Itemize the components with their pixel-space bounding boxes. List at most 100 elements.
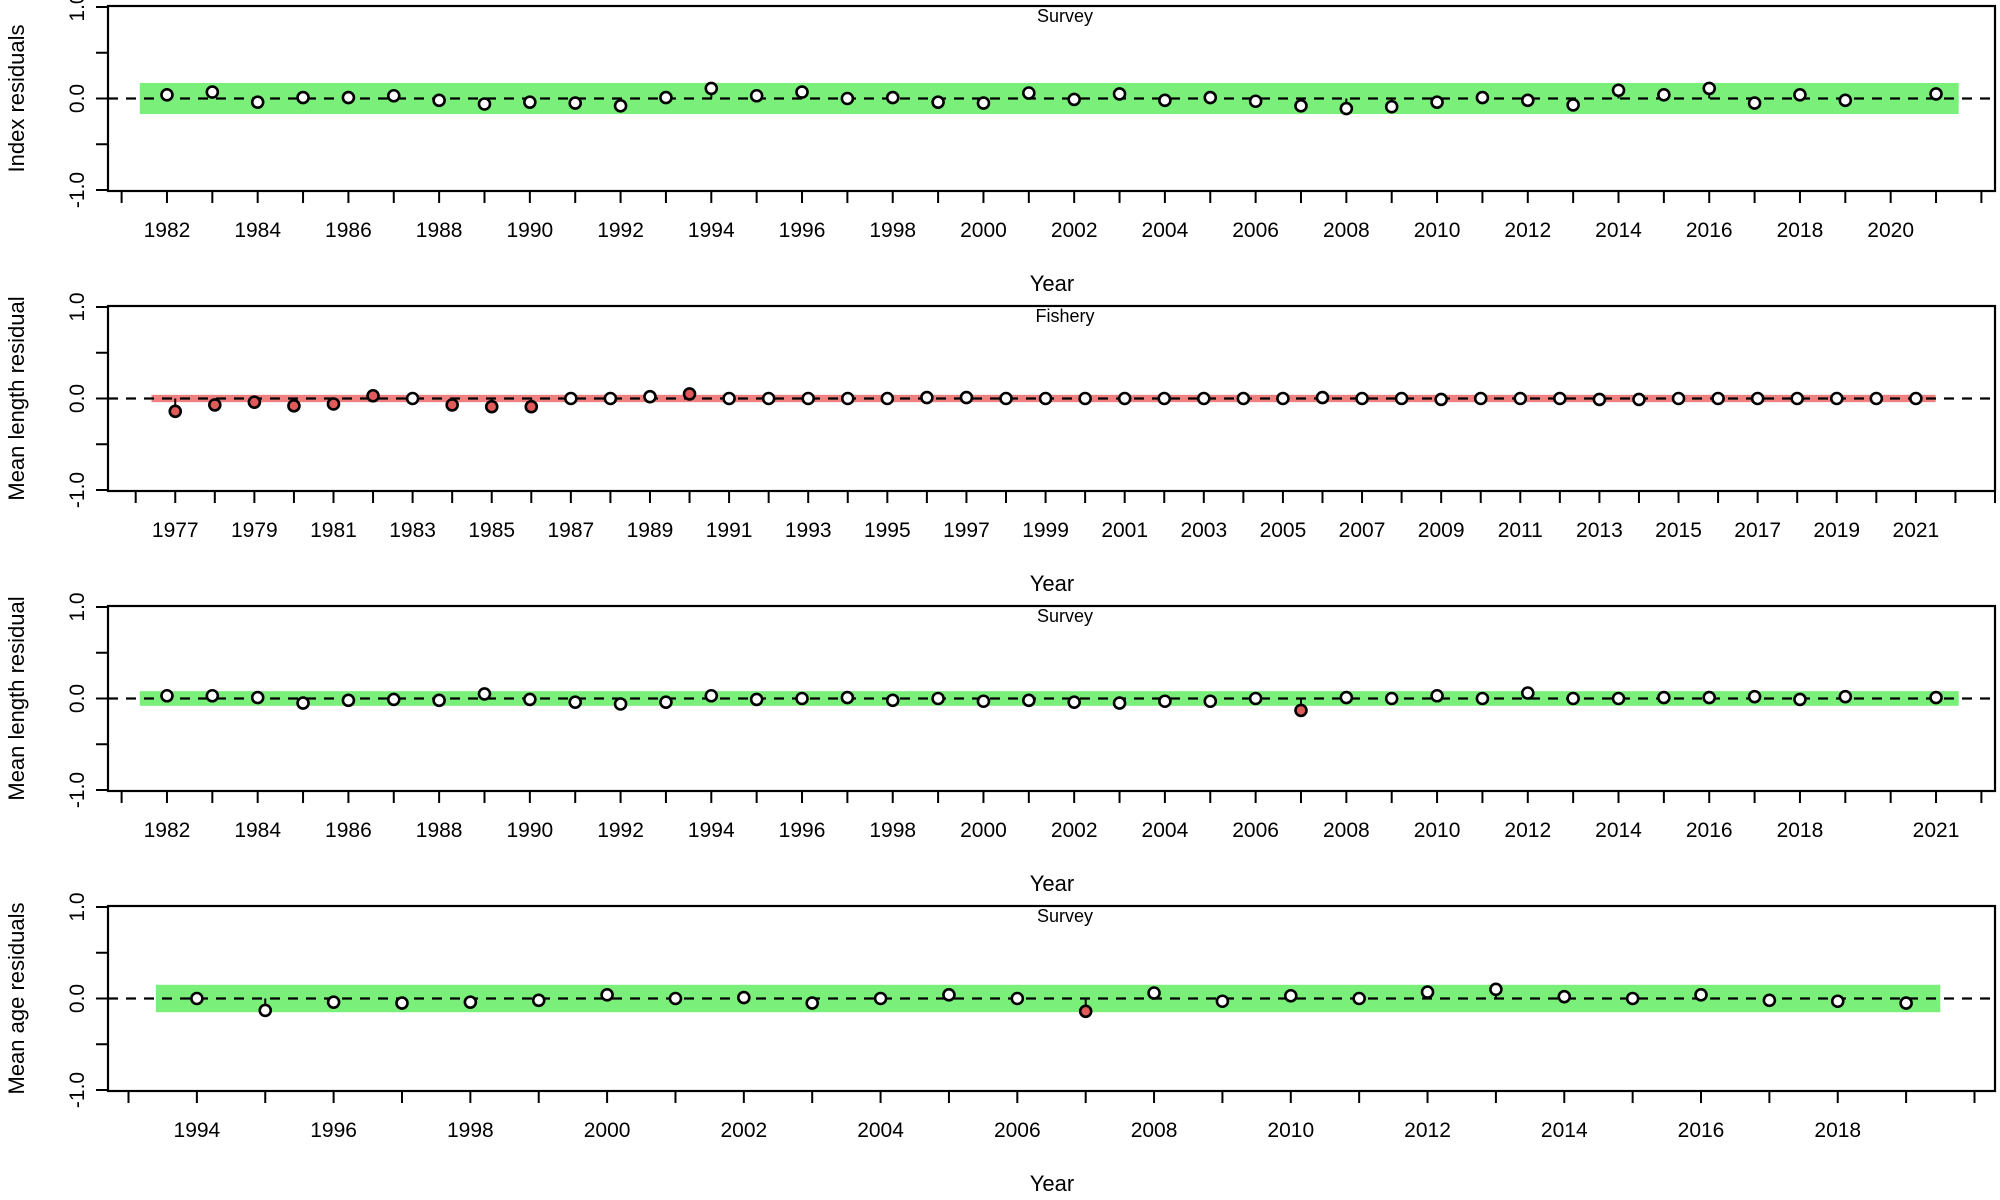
x-tick-label: 1979	[231, 519, 278, 542]
residual-point	[1657, 690, 1671, 705]
x-tick-label: 2000	[960, 819, 1007, 842]
x-tick-label: 2017	[1734, 519, 1781, 542]
x-tick-label: 1977	[152, 519, 199, 542]
y-axis-title: Mean length residual	[4, 596, 29, 800]
y-tick-label: 1.0	[66, 892, 89, 921]
residual-point	[341, 90, 356, 105]
residual-point	[1430, 95, 1444, 109]
residual-point	[1248, 691, 1263, 706]
x-tick-label: 1992	[597, 219, 644, 242]
x-tick-label: 1989	[627, 519, 674, 542]
y-axis-title: Mean length residual	[4, 296, 29, 500]
residual-point	[296, 696, 310, 710]
x-tick-label: 2004	[1142, 219, 1189, 242]
residual-point	[682, 387, 697, 401]
residual-point	[1929, 690, 1943, 705]
x-tick-label: 1984	[234, 819, 281, 842]
x-tick-label: 2002	[720, 1119, 767, 1142]
x-axis-title: Year	[1030, 871, 1074, 896]
residual-point	[250, 95, 265, 109]
residual-point	[1899, 996, 1913, 1010]
x-tick-label: 1996	[310, 1119, 357, 1142]
residual-point	[1592, 392, 1607, 407]
residual-point	[1671, 391, 1686, 406]
x-tick-label: 2016	[1686, 819, 1733, 842]
y-tick-label: -1.0	[66, 472, 89, 508]
residual-point	[1747, 689, 1762, 704]
y-tick-label: 0.0	[66, 384, 89, 413]
residual-point	[1830, 994, 1845, 1009]
residual-point	[296, 90, 310, 105]
residual-point	[959, 390, 974, 405]
x-tick-label: 2018	[1814, 1119, 1861, 1142]
residual-point	[258, 1003, 273, 1018]
x-tick-label: 1998	[869, 819, 916, 842]
residual-point	[568, 96, 583, 110]
x-tick-label: 1998	[869, 219, 916, 242]
x-tick-label: 1998	[447, 1119, 494, 1142]
residual-point	[1566, 691, 1580, 706]
x-axis-title: Year	[1030, 271, 1074, 296]
residual-point	[326, 995, 341, 1009]
residual-point	[1067, 92, 1081, 107]
residual-point	[920, 390, 934, 405]
x-tick-label: 2014	[1595, 219, 1642, 242]
residual-point	[1702, 690, 1717, 705]
x-tick-label: 2006	[1232, 819, 1279, 842]
x-tick-label: 2004	[857, 1119, 904, 1142]
residual-point	[1248, 94, 1263, 109]
residual-point	[1625, 991, 1640, 1006]
residual-point	[1157, 391, 1172, 406]
x-tick-label: 1987	[547, 519, 594, 542]
y-tick-label: -1.0	[66, 172, 89, 208]
x-tick-label: 2018	[1777, 819, 1824, 842]
panel-2: -1.0 0.0 1.0 Mean length residual 1977 1979 19…	[4, 292, 1997, 596]
residual-point	[659, 695, 673, 709]
residual-point	[795, 85, 809, 99]
x-tick-label: 1990	[506, 819, 553, 842]
x-tick-label: 2016	[1678, 1119, 1725, 1142]
y-tick-label: 0.0	[66, 684, 89, 713]
y-axis-title: Mean age residuals	[4, 902, 29, 1094]
residual-point	[613, 99, 628, 113]
x-tick-label: 2010	[1414, 819, 1461, 842]
residual-point	[795, 691, 809, 706]
x-tick-label: 2016	[1686, 219, 1733, 242]
residual-point	[722, 391, 736, 406]
panel-title: Survey	[1037, 6, 1093, 26]
residual-point	[1475, 691, 1490, 706]
x-tick-label: 1990	[506, 219, 553, 242]
residual-point	[1473, 391, 1488, 406]
residual-point	[603, 391, 618, 406]
residual-point	[1557, 989, 1572, 1004]
x-tick-label: 2021	[1893, 519, 1940, 542]
residual-point	[1790, 391, 1805, 406]
residual-point	[1276, 391, 1290, 406]
residual-point	[190, 991, 204, 1006]
residual-point	[1022, 86, 1036, 100]
residual-point	[1112, 87, 1127, 101]
residual-point	[477, 97, 492, 111]
residual-point	[1294, 703, 1308, 718]
residual-point	[1702, 81, 1717, 96]
residual-point	[1203, 90, 1218, 105]
residual-point	[205, 688, 220, 703]
residual-point	[1355, 391, 1369, 406]
x-tick-label: 2005	[1260, 519, 1307, 542]
residual-point	[1430, 688, 1444, 703]
x-tick-label: 2001	[1101, 519, 1148, 542]
residual-point	[1339, 101, 1354, 116]
x-tick-label: 1982	[144, 819, 191, 842]
y-tick-label: -1.0	[66, 772, 89, 808]
residual-point	[1078, 1004, 1093, 1019]
x-tick-label: 2000	[584, 1119, 631, 1142]
x-tick-label: 1984	[234, 219, 281, 242]
residual-point	[1203, 694, 1218, 709]
residual-point	[1394, 391, 1409, 406]
residual-point	[704, 688, 719, 703]
residual-point	[531, 993, 546, 1008]
residual-point	[484, 399, 499, 414]
residual-point	[326, 397, 341, 411]
x-tick-label: 1982	[144, 219, 191, 242]
